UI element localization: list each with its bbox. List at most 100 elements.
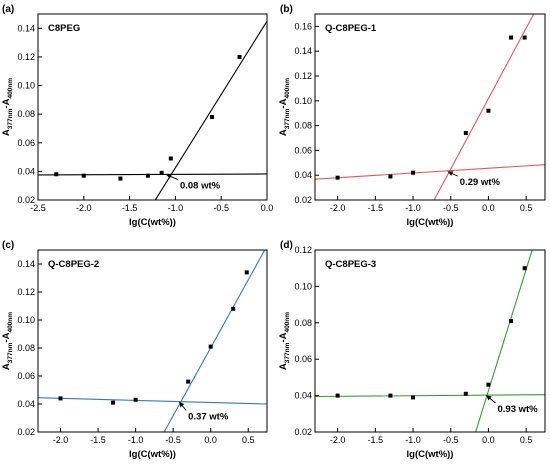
- fit-line-1: [38, 397, 267, 405]
- x-tick-label: 0.5: [520, 203, 533, 213]
- x-tick-label: -0.5: [443, 203, 459, 213]
- x-tick-label: -0.5: [213, 203, 229, 213]
- x-tick-label: -0.5: [443, 435, 459, 445]
- x-tick-label: -2.0: [76, 203, 92, 213]
- y-axis-title-sub2: 400nm: [7, 78, 14, 99]
- x-tick-label: -1.0: [168, 203, 184, 213]
- y-tick-label: 0.02: [294, 427, 312, 437]
- x-tick-label: 0.5: [242, 435, 255, 445]
- x-tick-label: -1.5: [122, 203, 138, 213]
- x-tick-label: -0.5: [165, 435, 181, 445]
- panel-letter: (d): [280, 240, 293, 251]
- x-tick-label: 0.5: [520, 435, 533, 445]
- fit-line-2: [163, 250, 266, 432]
- panel-letter: (a): [2, 4, 14, 15]
- x-tick-label: -2.0: [53, 435, 69, 445]
- y-axis-title-mid: -A: [1, 332, 12, 342]
- y-axis-title-sub1: 377nm: [7, 108, 14, 129]
- panel-title: Q-C8PEG-1: [325, 23, 377, 34]
- y-axis-title-sub1: 377nm: [7, 342, 14, 363]
- y-axis-title-base1: A: [1, 129, 12, 136]
- data-point-4: [145, 173, 150, 178]
- y-tick-label: 0.08: [294, 318, 312, 328]
- y-tick-label: 0.04: [294, 391, 312, 401]
- x-tick-label: 0.0: [204, 435, 217, 445]
- data-point-5: [208, 344, 213, 349]
- y-tick-label: 0.12: [17, 52, 35, 62]
- y-tick-label: 0.06: [17, 138, 35, 148]
- y-tick-label: 0.10: [294, 96, 312, 106]
- y-tick-label: 0.08: [17, 343, 35, 353]
- y-tick-label: 0.02: [294, 195, 312, 205]
- annotation-arrowhead: [166, 174, 172, 179]
- annotation-label: 0.93 wt%: [497, 404, 538, 415]
- y-axis-title-base1: A: [278, 129, 289, 136]
- x-tick-label: -2.0: [330, 203, 346, 213]
- data-point-7: [210, 115, 215, 120]
- fit-lines: [38, 20, 267, 200]
- data-point-1: [335, 393, 340, 398]
- y-tick-label: 0.12: [17, 287, 35, 297]
- x-tick-label: -1.5: [368, 435, 384, 445]
- data-point-3: [133, 397, 138, 402]
- y-axis-title-base1: A: [1, 363, 12, 370]
- data-point-1: [58, 396, 63, 401]
- data-point-6: [168, 156, 173, 161]
- x-tick-label: 0.0: [261, 203, 274, 213]
- y-tick-label: 0.02: [17, 195, 35, 205]
- x-axis-title: lg(C(wt%)): [129, 217, 176, 228]
- y-tick-label: 0.10: [17, 315, 35, 325]
- panel-4: (d) 0.93 wt% -2.0 -1.5 -1.0 -0.5 0.0 0.5 0.02 0.0…: [278, 240, 546, 460]
- x-tick-label: -2.0: [330, 435, 346, 445]
- data-point-1: [335, 175, 340, 180]
- annotation-label: 0.37 wt%: [188, 411, 229, 422]
- y-tick-label: 0.06: [294, 145, 312, 155]
- y-tick-label: 0.08: [294, 121, 312, 131]
- data-point-7: [522, 266, 527, 271]
- data-point-6: [231, 306, 236, 311]
- x-tick-label: -1.0: [405, 435, 421, 445]
- fit-line-2: [433, 14, 535, 200]
- y-axis-title-sub1: 377nm: [284, 342, 291, 363]
- x-tick-label: -1.0: [128, 435, 144, 445]
- data-point-4: [186, 379, 191, 384]
- fit-lines: [315, 250, 545, 432]
- data-point-4: [463, 131, 468, 136]
- annotation-label: 0.29 wt%: [460, 177, 501, 188]
- x-tick-label: -1.0: [405, 203, 421, 213]
- panel-title: Q-C8PEG-2: [48, 259, 99, 270]
- panel-title: C8PEG: [48, 23, 80, 34]
- y-tick-label: 0.16: [294, 21, 312, 31]
- data-point-3: [411, 170, 416, 175]
- data-point-2: [111, 400, 116, 405]
- y-tick-label: 0.12: [294, 71, 312, 81]
- fit-line-1: [38, 173, 267, 176]
- y-tick-label: 0.10: [294, 281, 312, 291]
- plot-frame: [37, 13, 268, 201]
- data-point-3: [411, 395, 416, 400]
- plot-frame: [314, 249, 546, 433]
- x-axis-title: lg(C(wt%)): [129, 449, 176, 460]
- y-tick-label: 0.04: [17, 399, 35, 409]
- fit-line-2: [154, 20, 267, 200]
- fit-lines: [315, 14, 545, 200]
- plot-frame: [314, 13, 546, 201]
- data-point-6: [509, 318, 514, 323]
- annotation-arrowhead: [486, 395, 492, 401]
- data-point-2: [388, 174, 393, 179]
- panel-2: (b) 0.29 wt% -2.0 -1.5 -1.0 -0.5 0.0 0.5 0.02 0.0…: [278, 4, 546, 228]
- y-tick-label: 0.06: [294, 354, 312, 364]
- x-axis-title: lg(C(wt%)): [407, 217, 454, 228]
- data-point-5: [486, 108, 491, 113]
- x-tick-label: -1.5: [368, 203, 384, 213]
- y-axis-title-mid: -A: [278, 332, 289, 342]
- y-tick-label: 0.04: [294, 170, 312, 180]
- data-point-2: [81, 173, 86, 178]
- y-axis-title: A377nm-A400nm: [278, 78, 291, 136]
- y-tick-label: 0.12: [294, 245, 312, 255]
- x-axis-title: lg(C(wt%)): [407, 449, 454, 460]
- annotation-label: 0.08 wt%: [180, 181, 221, 192]
- x-tick-label: -2.5: [30, 203, 46, 213]
- annotation-arrowhead: [447, 171, 454, 176]
